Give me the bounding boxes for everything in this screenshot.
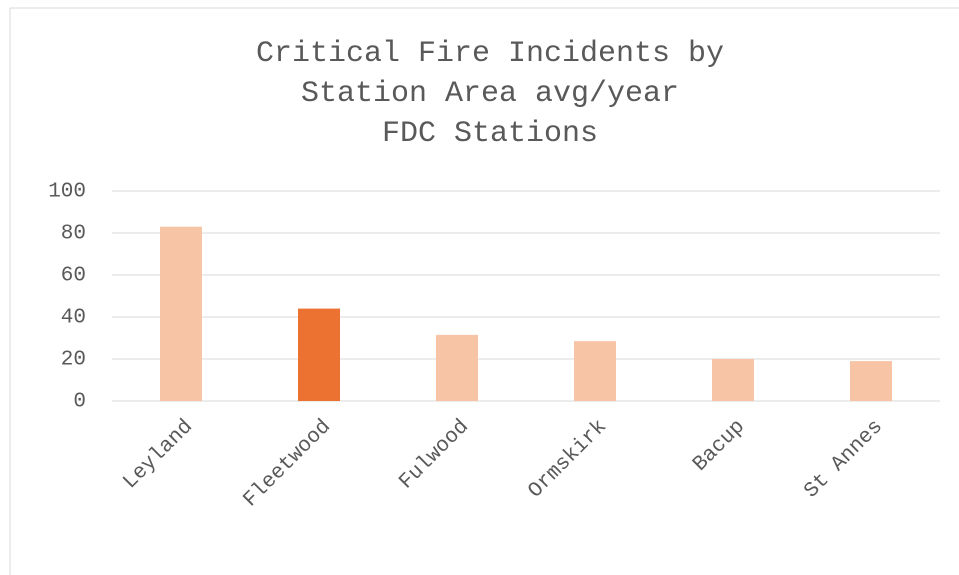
bar <box>298 308 340 401</box>
bar <box>436 334 478 401</box>
bar <box>850 361 892 401</box>
y-tick-label: 20 <box>61 349 86 372</box>
bar <box>574 341 616 401</box>
y-tick-label: 80 <box>61 223 86 246</box>
y-tick-label: 60 <box>61 265 86 288</box>
bar <box>712 359 754 401</box>
y-tick-label: 100 <box>48 181 86 204</box>
y-tick-label: 0 <box>73 391 86 414</box>
y-tick-label: 40 <box>61 307 86 330</box>
chart-title: FDC Stations <box>382 117 598 151</box>
chart-title: Station Area avg/year <box>301 77 679 111</box>
bar <box>160 226 202 401</box>
chart-title: Critical Fire Incidents by <box>256 37 724 71</box>
